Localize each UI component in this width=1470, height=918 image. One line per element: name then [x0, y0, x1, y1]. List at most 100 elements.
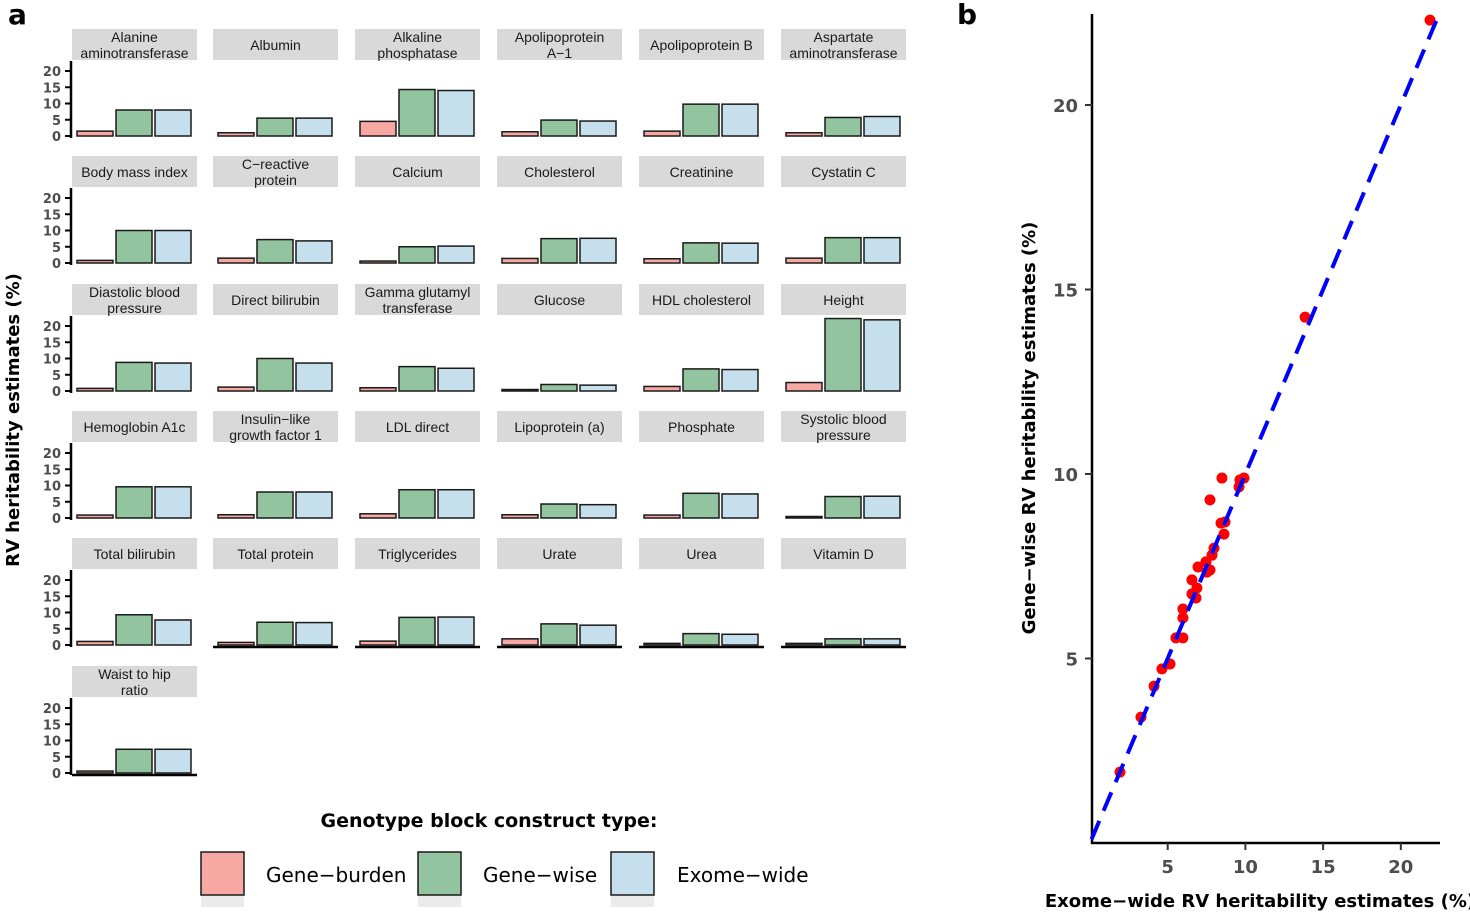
facet-strip	[639, 411, 764, 442]
facet-title: ratio	[121, 682, 148, 698]
facet-panel: Glucose	[497, 284, 622, 392]
y-tick-label: 0	[52, 639, 61, 654]
bar-gene-burden	[643, 514, 681, 519]
facet-strip	[497, 284, 622, 315]
bar-gene-burden	[785, 381, 823, 392]
bar-gene-burden	[501, 638, 539, 646]
facet-title: Glucose	[534, 292, 586, 308]
bar-exome-wide	[579, 237, 617, 264]
bar-gene-burden	[217, 257, 255, 264]
facet-strip	[497, 29, 622, 60]
facet-panel: Urate	[497, 538, 622, 649]
bar-gene-burden	[359, 387, 397, 392]
bar-gene-wise	[824, 638, 862, 646]
x-tick-label: 20	[1388, 857, 1413, 878]
facet-strip	[213, 284, 338, 315]
bar-exome-wide	[154, 109, 192, 137]
facet-panel: Vitamin D	[781, 538, 906, 649]
legend: Genotype block construct type: Gene−burd…	[200, 810, 809, 907]
legend-key-shadow	[201, 895, 244, 907]
facet-title: Total protein	[237, 546, 313, 562]
y-tick-label: 0	[52, 257, 61, 272]
bar-exome-wide	[579, 503, 617, 519]
y-tick-label: 20	[43, 702, 61, 717]
panel-a-label: a	[8, 0, 27, 31]
bar-gene-burden	[76, 387, 114, 392]
bar-exome-wide	[295, 491, 333, 519]
facet-strip	[639, 156, 764, 187]
bar-gene-burden	[785, 132, 823, 137]
data-point	[1216, 472, 1228, 484]
data-point	[1299, 311, 1311, 323]
facet-title: Gamma glutamyl	[365, 284, 471, 300]
bar-gene-wise	[115, 614, 153, 646]
bar-gene-burden	[359, 120, 397, 137]
facet-strip	[213, 29, 338, 60]
bar-gene-burden	[76, 259, 114, 264]
bar-gene-burden	[76, 770, 114, 774]
facet-title: pressure	[107, 300, 162, 316]
bar-exome-wide	[437, 367, 475, 392]
y-tick-label: 20	[43, 320, 61, 335]
facet-strip	[72, 29, 197, 60]
bar-gene-wise	[824, 495, 862, 519]
data-point	[1177, 612, 1189, 624]
facet-panel: Lipoprotein (a)	[497, 411, 622, 519]
bar-exome-wide	[721, 242, 759, 264]
y-tick-label: 5	[52, 751, 61, 766]
bar-gene-wise	[398, 488, 436, 519]
bar-exome-wide	[863, 495, 901, 519]
facet-panel: Creatinine	[639, 156, 764, 264]
bar-gene-wise	[682, 368, 720, 392]
facet-panel: Albumin	[213, 29, 338, 137]
y-tick-label: 10	[43, 735, 61, 750]
facet-title: Apolipoprotein B	[650, 37, 753, 53]
facet-panel: Triglycerides	[355, 538, 480, 649]
facet-title: Albumin	[250, 37, 301, 53]
bar-gene-burden	[501, 388, 539, 392]
bar-gene-wise	[540, 119, 578, 137]
facet-title: pressure	[816, 427, 871, 443]
legend-key-exome-wide	[610, 851, 655, 896]
facet-title: Height	[823, 292, 864, 308]
legend-key-gene-burden	[200, 851, 245, 896]
legend-key-shadow	[418, 895, 461, 907]
facet-strip	[355, 284, 480, 315]
facet-strip	[639, 538, 764, 569]
bar-exome-wide	[579, 120, 617, 137]
facet-title: Diastolic blood	[89, 284, 180, 300]
bar-exome-wide	[295, 362, 333, 392]
facet-panel: HDL cholesterol	[639, 284, 764, 392]
y-tick-label: 15	[43, 208, 61, 223]
data-point	[1191, 582, 1203, 594]
bar-gene-burden	[501, 131, 539, 137]
facet-title: Vitamin D	[813, 546, 873, 562]
bar-gene-wise	[398, 246, 436, 264]
data-point	[1177, 632, 1189, 644]
bar-gene-wise	[540, 237, 578, 264]
bar-gene-burden	[785, 515, 823, 519]
facet-title: Body mass index	[81, 164, 188, 180]
bar-exome-wide	[579, 624, 617, 646]
facet-title: A−1	[547, 45, 573, 61]
bar-gene-burden	[785, 257, 823, 264]
bar-exome-wide	[295, 117, 333, 137]
facet-title: Alkaline	[393, 29, 442, 45]
bar-gene-burden	[76, 640, 114, 646]
facet-title: growth factor 1	[229, 427, 322, 443]
bar-gene-wise	[540, 383, 578, 392]
bar-exome-wide	[295, 621, 333, 646]
facet-panel: Urea	[639, 538, 764, 649]
y-tick-label: 15	[43, 718, 61, 733]
facet-title: Cystatin C	[811, 164, 876, 180]
facet-strip	[781, 156, 906, 187]
data-point	[1424, 14, 1436, 26]
